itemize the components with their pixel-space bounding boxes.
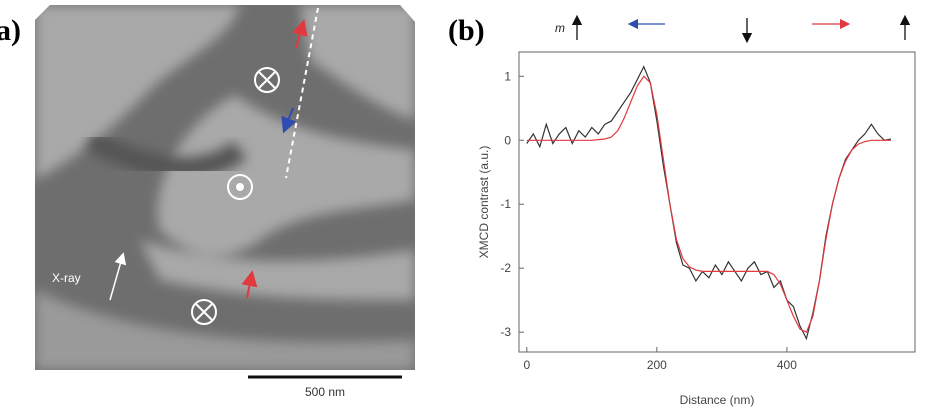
microscopy-image bbox=[35, 5, 415, 370]
moment-label: m bbox=[555, 21, 565, 35]
panel-label: (b) bbox=[448, 14, 485, 47]
data-line bbox=[526, 65, 892, 341]
moment-arrow bbox=[292, 19, 308, 49]
plot-area: 0 200 400 1 0 -1 -2 -3 bbox=[500, 65, 892, 372]
domain-symbols bbox=[191, 67, 280, 325]
y-tick-label: -3 bbox=[500, 325, 511, 339]
xray-label: X-ray bbox=[52, 271, 81, 285]
xray-arrow bbox=[109, 252, 127, 301]
y-tick-label: -2 bbox=[500, 261, 511, 275]
y-axis-label: XMCD contrast (a.u.) bbox=[477, 146, 491, 259]
plot-frame bbox=[518, 51, 916, 353]
x-tick-label: 200 bbox=[647, 358, 667, 372]
y-tick-label: 1 bbox=[504, 69, 511, 83]
x-axis-label: Distance (nm) bbox=[680, 393, 755, 407]
y-tick-label: 0 bbox=[504, 133, 511, 147]
y-tick-label: -1 bbox=[500, 197, 511, 211]
moment-arrow bbox=[241, 270, 258, 299]
moment-arrow bbox=[281, 107, 297, 134]
data-line bbox=[526, 75, 891, 334]
line-profile bbox=[285, 7, 319, 179]
scale-bar-label: 500 nm bbox=[305, 385, 345, 399]
panel-label: a) bbox=[0, 14, 21, 47]
x-tick-label: 0 bbox=[523, 358, 530, 372]
x-tick-label: 400 bbox=[777, 358, 797, 372]
